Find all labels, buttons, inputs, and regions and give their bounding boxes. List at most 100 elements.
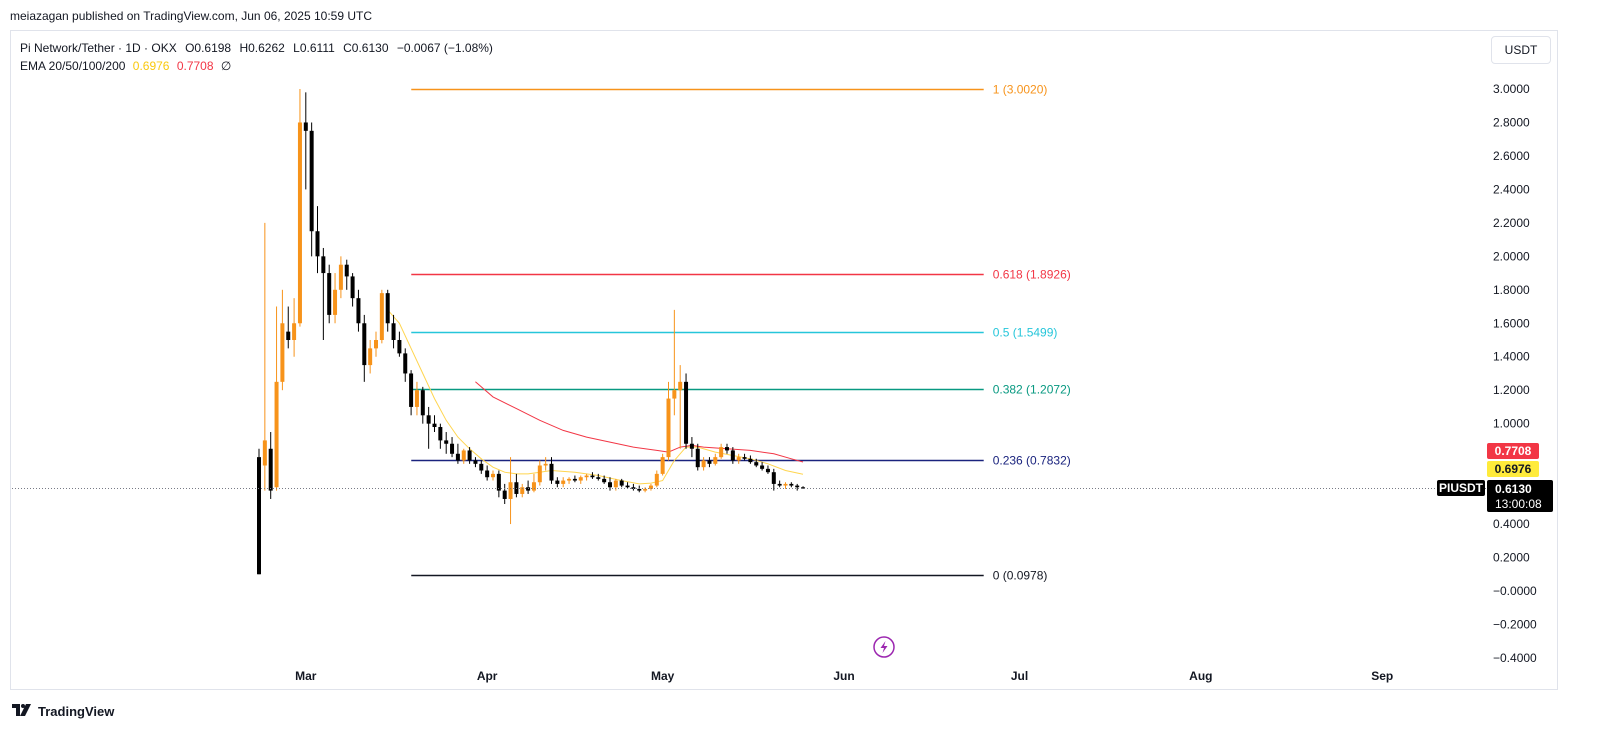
candle-body [379,293,384,340]
candle [748,455,753,464]
candle-body [368,348,373,366]
candle [344,259,349,290]
candle-body [637,488,642,491]
candle-body [765,468,770,473]
candle-body [678,381,683,391]
candle-body [309,130,314,232]
candle-body [701,460,706,468]
candle-body [426,415,431,424]
ema50-price-tag-text: 0.7708 [1495,444,1532,458]
lightning-icon[interactable] [873,636,895,658]
candle-body [619,480,624,486]
candle [496,470,501,498]
x-tick-label: Sep [1371,669,1393,683]
candle [303,92,308,190]
candle [684,373,689,449]
ohlc-row: Pi Network/Tether · 1D · OKX O0.6198 H0.… [20,39,493,57]
candle [321,247,326,340]
candle [648,483,653,491]
candle-body [496,473,501,491]
candle [514,473,519,498]
candle [473,457,478,468]
candle-body [262,440,267,466]
candle [420,386,425,424]
candles [257,89,806,575]
candle [338,256,343,299]
candle-body [344,264,349,277]
chart-legend: Pi Network/Tether · 1D · OKX O0.6198 H0.… [20,39,493,75]
candle-body [730,450,735,461]
candle-body [274,381,279,488]
candle-body [362,323,367,366]
candle [403,348,408,382]
x-tick-label: May [651,669,675,683]
time-axis[interactable]: Mar Apr May Jun Jul Aug Sep [295,669,1393,683]
ema-row: EMA 20/50/100/200 0.6976 0.7708 ∅ [20,57,493,75]
candle-body [789,483,794,486]
symbol-tag-bg [1437,480,1485,496]
candle [619,478,624,488]
candle-body [303,122,308,131]
price-axis[interactable]: 3.0000 2.8000 2.6000 2.4000 2.2000 2.0000 1.80… [1493,82,1537,665]
candle-body [596,477,601,479]
candle-body [268,448,273,491]
symbol-title[interactable]: Pi Network/Tether · 1D · OKX [20,41,177,55]
candle [379,289,384,344]
candle [257,448,261,575]
candle [438,423,443,449]
candle [286,306,291,349]
low-label: L [293,41,300,55]
candle-body [391,323,396,340]
candle-body [625,485,630,488]
fib-retracement[interactable]: 1 (3.0020) 0.618 (1.8926) 0.5 (1.5499) 0.38… [411,83,1071,583]
candle-body [485,470,490,478]
ema-lines [387,309,804,485]
high-label: H [239,41,249,55]
candle-body [502,490,507,499]
candle-body [414,390,419,407]
candle-body [742,457,747,459]
symbol-tag-text: PIUSDT [1439,481,1484,495]
candle [765,465,770,474]
candle [508,457,513,525]
candle-body [801,487,806,489]
candle-body [520,487,525,494]
x-tick-label: Mar [295,669,317,683]
candle [625,482,630,489]
candle [689,437,694,458]
candle [578,475,583,484]
candle [385,289,390,332]
candle-body [648,485,653,489]
candle [397,331,402,357]
tradingview-logo-icon[interactable] [12,703,34,719]
candle-body [315,231,320,257]
candle [333,273,338,324]
ema50-price-tag: 0.7708 [1487,443,1539,459]
candle-body [783,483,788,486]
candle [467,447,472,464]
candle-body [719,447,724,458]
candle [461,448,466,464]
candle-body [297,122,302,324]
candle [695,443,700,471]
candle [297,89,302,327]
candle-body [450,443,455,454]
candle [309,122,314,257]
ema-label[interactable]: EMA 20/50/100/200 [20,59,126,73]
footer: TradingView [12,702,114,720]
brand-name[interactable]: TradingView [38,703,115,719]
candle [789,482,794,488]
low-value: 0.6111 [299,41,335,55]
ema50-line [475,381,804,463]
currency-button[interactable]: USDT [1491,36,1551,64]
candle [368,340,373,374]
x-tick-label: Jun [833,669,854,683]
candle [672,309,677,416]
candle-body [479,463,484,471]
fib-level-label: 0 (0.0978) [993,569,1048,583]
candle-body [608,482,612,488]
candle-body [602,478,607,483]
candle [590,472,595,479]
